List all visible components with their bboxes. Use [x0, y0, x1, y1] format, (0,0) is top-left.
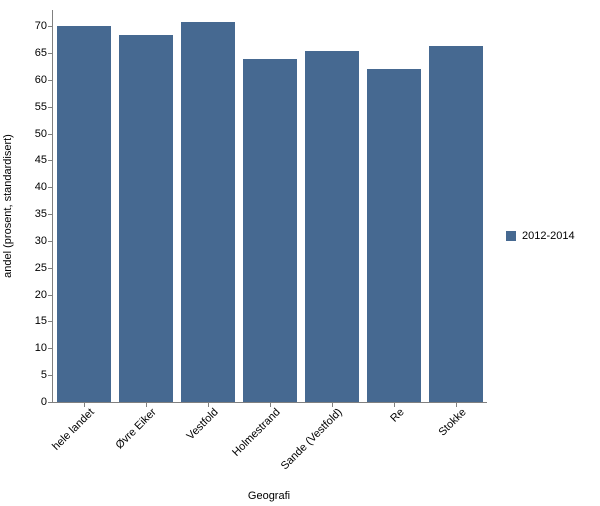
y-tick-label: 55 — [35, 101, 53, 113]
bar-chart: 0 5 10 15 20 25 30 35 40 45 50 55 60 65 70 hele landetØ… — [0, 0, 600, 506]
y-tick-label: 60 — [35, 74, 53, 86]
y-tick-label: 35 — [35, 208, 53, 220]
y-tick-label: 30 — [35, 235, 53, 247]
y-axis-title: andel (prosent, standardisert) — [2, 134, 14, 278]
bar — [367, 69, 420, 402]
bar — [57, 26, 110, 402]
y-tick-label: 40 — [35, 181, 53, 193]
legend-swatch — [506, 231, 516, 241]
x-axis-title: Geografi — [248, 490, 290, 502]
x-tick-label: Øvre Eiker — [109, 402, 158, 451]
bar — [429, 46, 482, 402]
y-tick-label: 0 — [41, 396, 53, 408]
legend-label: 2012-2014 — [522, 230, 575, 242]
y-tick-label: 20 — [35, 289, 53, 301]
y-tick-label: 65 — [35, 47, 53, 59]
x-tick-label: Holmestrand — [226, 402, 283, 459]
y-tick-label: 5 — [41, 369, 53, 381]
bar — [305, 51, 358, 402]
legend: 2012-2014 — [506, 230, 575, 242]
x-tick-label: Stokke — [432, 402, 469, 439]
bar — [119, 35, 172, 402]
x-tick-label: hele landet — [46, 402, 97, 453]
plot-area: 0510152025303540455055606570hele landetØ… — [52, 10, 487, 403]
bar — [181, 22, 234, 402]
y-tick-label: 25 — [35, 262, 53, 274]
x-tick-label: Sande (Vestfold) — [274, 402, 344, 472]
x-tick-label: Re — [384, 402, 407, 425]
x-tick-label: Vestfold — [180, 402, 220, 442]
bar — [243, 59, 296, 402]
y-tick-label: 10 — [35, 342, 53, 354]
y-tick-label: 45 — [35, 154, 53, 166]
y-tick-label: 15 — [35, 315, 53, 327]
y-tick-label: 50 — [35, 128, 53, 140]
y-tick-label: 70 — [35, 20, 53, 32]
